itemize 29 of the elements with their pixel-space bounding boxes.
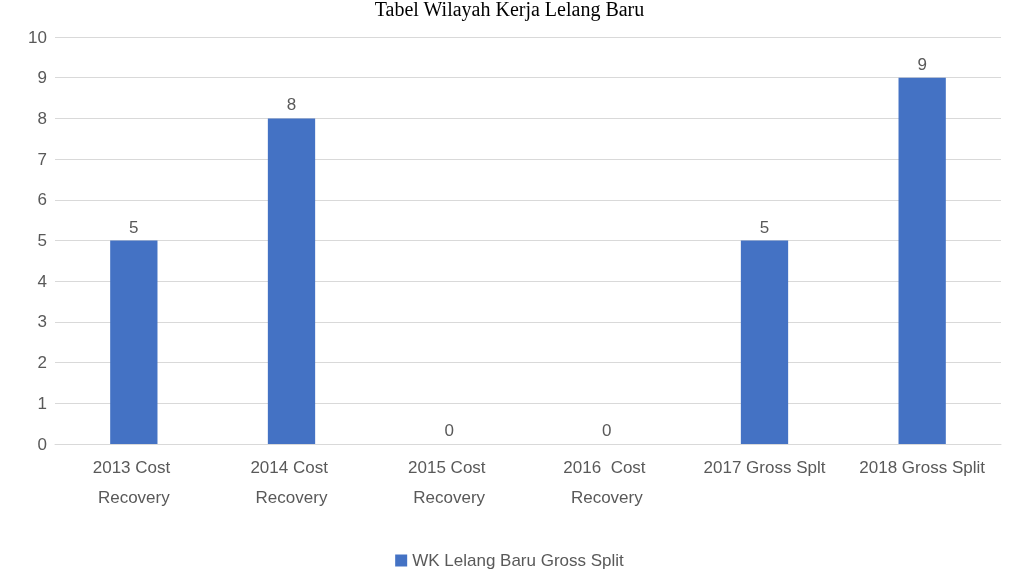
- y-tick-label: 9: [37, 68, 47, 88]
- y-tick-label: 4: [37, 271, 47, 291]
- y-tick-label: 3: [37, 312, 47, 332]
- data-label: 5: [129, 217, 139, 237]
- x-tick-label: 2017 Gross Splt: [703, 457, 826, 477]
- x-tick-label: 2014 Cost Recovery: [250, 457, 333, 507]
- y-tick-label: 1: [37, 393, 47, 413]
- chart-title: Tabel Wilayah Kerja Lelang Baru: [374, 0, 645, 21]
- data-label: 0: [444, 421, 454, 440]
- data-label: 9: [917, 54, 927, 74]
- bar: [898, 77, 946, 444]
- bar: [267, 118, 316, 444]
- data-label: 0: [602, 421, 612, 440]
- x-tick-label: 2016 Cost Recovery: [563, 457, 651, 507]
- data-label: 8: [286, 95, 297, 115]
- y-tick-label: 7: [37, 149, 47, 169]
- legend-label: WK Lelang Baru Gross Split: [412, 551, 625, 570]
- y-tick-label: 2: [37, 353, 47, 373]
- y-tick-label: 0: [37, 434, 47, 454]
- y-tick-label: 8: [37, 108, 47, 128]
- bar: [740, 240, 789, 444]
- bar: [110, 240, 158, 444]
- data-label: 5: [759, 217, 770, 237]
- y-tick-label: 6: [37, 190, 47, 210]
- y-tick-label: 5: [37, 231, 47, 250]
- y-tick-label: 10: [28, 27, 47, 47]
- x-tick-label: 2015 Cost Recovery: [408, 457, 491, 507]
- x-tick-label: 2018 Gross Split: [859, 457, 986, 477]
- x-tick-label: 2013 Cost Recovery: [92, 457, 175, 507]
